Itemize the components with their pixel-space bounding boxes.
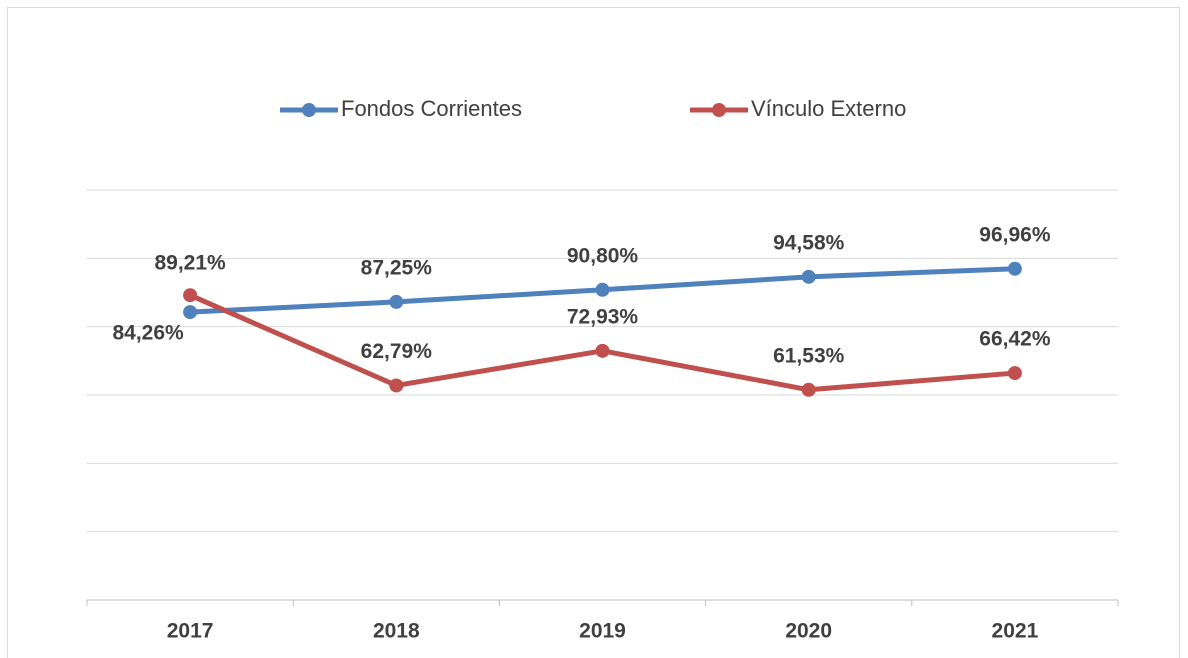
data-point bbox=[389, 294, 404, 309]
data-point bbox=[389, 378, 404, 393]
data-label: 61,53% bbox=[773, 344, 845, 367]
data-label: 89,21% bbox=[154, 252, 226, 275]
data-point bbox=[183, 288, 198, 303]
x-tick-label: 2018 bbox=[373, 620, 420, 643]
data-label: 96,96% bbox=[979, 223, 1051, 246]
data-label: 94,58% bbox=[773, 231, 845, 254]
data-point bbox=[801, 382, 816, 397]
data-point bbox=[183, 305, 198, 320]
data-label: 90,80% bbox=[567, 244, 639, 267]
data-point bbox=[1007, 366, 1022, 381]
data-label: 66,42% bbox=[979, 328, 1051, 351]
x-tick-label: 2019 bbox=[579, 620, 626, 643]
x-tick-label: 2021 bbox=[992, 620, 1039, 643]
x-tick-label: 2020 bbox=[785, 620, 832, 643]
data-point bbox=[595, 282, 610, 297]
chart-frame bbox=[7, 7, 1180, 658]
x-tick-label: 2017 bbox=[167, 620, 214, 643]
data-label: 62,79% bbox=[361, 340, 433, 363]
data-point bbox=[801, 269, 816, 284]
legend-marker bbox=[712, 103, 726, 117]
legend-label: Fondos Corrientes bbox=[341, 96, 522, 121]
data-point bbox=[595, 343, 610, 358]
legend-marker bbox=[302, 103, 316, 117]
legend-label: Vínculo Externo bbox=[751, 96, 906, 121]
data-label: 72,93% bbox=[567, 305, 639, 328]
data-label: 84,26% bbox=[112, 322, 184, 345]
data-label: 87,25% bbox=[361, 256, 433, 279]
data-point bbox=[1007, 261, 1022, 276]
